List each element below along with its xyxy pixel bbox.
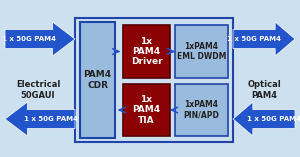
FancyBboxPatch shape bbox=[123, 25, 170, 78]
Text: 1 x 50G PAM4: 1 x 50G PAM4 bbox=[227, 36, 281, 42]
Text: 1xPAM4
PIN/APD: 1xPAM4 PIN/APD bbox=[184, 100, 219, 120]
FancyBboxPatch shape bbox=[175, 84, 228, 136]
Polygon shape bbox=[5, 22, 75, 56]
Polygon shape bbox=[233, 102, 295, 136]
FancyBboxPatch shape bbox=[75, 18, 233, 142]
Text: 1 x 50G PAM4: 1 x 50G PAM4 bbox=[2, 36, 56, 42]
Text: 1x
PAM4
TIA: 1x PAM4 TIA bbox=[132, 95, 161, 125]
FancyBboxPatch shape bbox=[175, 25, 228, 78]
FancyBboxPatch shape bbox=[123, 84, 170, 136]
Polygon shape bbox=[5, 102, 75, 136]
FancyBboxPatch shape bbox=[80, 22, 115, 138]
Text: PAM4
CDR: PAM4 CDR bbox=[83, 70, 112, 90]
Polygon shape bbox=[233, 22, 295, 56]
Text: 1 x 50G PAM4: 1 x 50G PAM4 bbox=[247, 116, 300, 122]
Text: 1x
PAM4
Driver: 1x PAM4 Driver bbox=[131, 37, 162, 66]
Text: Optical
PAM4: Optical PAM4 bbox=[247, 80, 281, 100]
Text: Electrical
50GAUI: Electrical 50GAUI bbox=[16, 80, 60, 100]
Text: 1xPAM4
EML DWDM: 1xPAM4 EML DWDM bbox=[177, 42, 226, 61]
Text: 1 x 50G PAM4: 1 x 50G PAM4 bbox=[24, 116, 78, 122]
